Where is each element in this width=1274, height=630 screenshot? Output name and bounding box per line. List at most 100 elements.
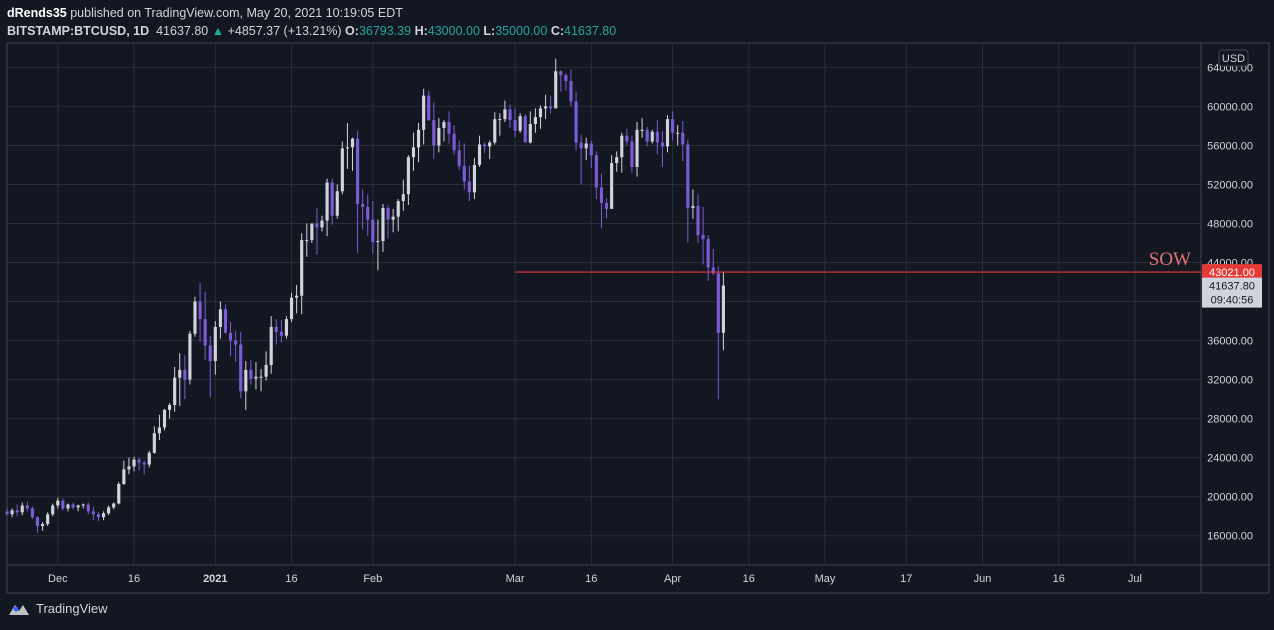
candle-body	[137, 459, 141, 463]
candle-body	[142, 462, 146, 465]
y-tick-label: 60000.00	[1207, 101, 1253, 113]
x-tick-label: 2021	[203, 573, 227, 585]
price-axis[interactable]: 16000.00 20000.00 24000.00 28000.00 32000.00…	[1202, 62, 1262, 543]
publish-line: dRends35 published on TradingView.com, M…	[7, 4, 616, 22]
close-value: 41637.80	[564, 24, 617, 38]
candle-body	[46, 514, 50, 525]
candle-body	[295, 295, 299, 298]
candle-body	[25, 505, 29, 509]
candle-body	[71, 504, 75, 508]
candle-body	[234, 340, 238, 345]
candle-body	[660, 142, 665, 147]
plot-area[interactable]	[7, 43, 1201, 565]
level-price-tag	[1202, 264, 1262, 281]
low-value: 35000.00	[495, 24, 548, 38]
author-name[interactable]: dRends35	[7, 6, 67, 20]
candle-body	[162, 409, 167, 428]
candle-body	[366, 206, 370, 220]
candle-body	[335, 191, 339, 216]
x-tick-label: 16	[128, 573, 140, 585]
candle-body	[401, 194, 405, 202]
candle-body	[549, 106, 553, 109]
candle-body	[513, 120, 517, 131]
candle-body	[315, 223, 319, 228]
y-tick-label: 48000.00	[1207, 219, 1253, 231]
candle-body	[356, 138, 360, 204]
candle-body	[61, 500, 65, 509]
candle-body	[569, 81, 573, 102]
candle-body	[310, 223, 314, 241]
candle-body	[523, 116, 527, 143]
candle-body	[620, 135, 624, 158]
candle-body	[467, 181, 471, 193]
candle-body	[493, 119, 497, 143]
candle-body	[457, 150, 461, 166]
symbol-line: BITSTAMP:BTCUSD, 1D 41637.80 ▲ +4857.37 …	[7, 22, 616, 40]
candle-body	[686, 144, 690, 208]
candle-body	[589, 143, 593, 156]
candle-body	[15, 510, 19, 513]
candle-body	[173, 377, 177, 405]
x-tick-label: 16	[285, 573, 297, 585]
candle-body	[122, 469, 126, 485]
candle-body	[157, 427, 162, 434]
candle-body	[681, 132, 685, 145]
candle-body	[117, 484, 121, 504]
candle-body	[96, 514, 101, 518]
candle-body	[30, 508, 34, 518]
currency-badge[interactable]: USD	[1218, 49, 1249, 67]
x-tick-label: Mar	[506, 573, 525, 585]
overlay: SOW	[515, 249, 1201, 273]
candle-body	[208, 345, 212, 362]
candle-body	[391, 216, 395, 220]
candle-body	[447, 122, 451, 134]
candle-body	[483, 144, 487, 147]
candles	[5, 58, 725, 533]
x-tick-label: 16	[1053, 573, 1065, 585]
x-tick-label: Dec	[48, 573, 68, 585]
sow-annotation[interactable]: SOW	[1149, 249, 1191, 270]
candle-body	[289, 297, 294, 320]
candle-body	[518, 116, 522, 131]
candle-body	[20, 505, 24, 513]
candle-body	[574, 101, 578, 143]
publish-info: published on TradingView.com, May 20, 20…	[70, 6, 403, 20]
candle-body	[706, 239, 710, 268]
candle-body	[396, 201, 400, 217]
symbol-name[interactable]: BITSTAMP:BTCUSD, 1D	[7, 24, 150, 38]
candle-body	[630, 141, 634, 167]
candle-body	[640, 129, 644, 131]
candle-body	[56, 500, 60, 506]
candle-body	[152, 433, 156, 453]
candle-body	[193, 301, 197, 334]
high-value: 43000.00	[427, 24, 480, 38]
low-label: L:	[483, 24, 496, 38]
countdown-label: 09:40:56	[1211, 295, 1254, 307]
candle-body	[381, 207, 385, 242]
candle-body	[249, 369, 253, 379]
candle-body	[488, 142, 492, 147]
candle-body	[604, 203, 609, 209]
candle-body	[239, 344, 243, 392]
candle-body	[371, 219, 375, 243]
candle-body	[264, 364, 268, 377]
candle-body	[218, 309, 222, 327]
candle-body	[721, 285, 725, 333]
y-tick-label: 24000.00	[1207, 453, 1253, 465]
candle-body	[40, 524, 45, 526]
candle-body	[132, 459, 136, 467]
up-arrow-icon: ▲	[211, 24, 225, 38]
candle-body	[5, 511, 9, 515]
candle-body	[411, 147, 416, 158]
candle-body	[432, 120, 436, 146]
candle-body	[437, 127, 441, 146]
candle-body	[361, 203, 365, 207]
candle-body	[594, 155, 598, 188]
candle-body	[615, 157, 619, 164]
footer: TradingView	[8, 601, 108, 616]
footer-brand[interactable]: TradingView	[36, 601, 108, 616]
time-axis[interactable]: Dec 16 2021 16 Feb Mar 16 Apr 16 May 17 Jun 16 Jul	[48, 573, 1142, 585]
candle-body	[320, 220, 324, 228]
candle-body	[274, 326, 278, 332]
